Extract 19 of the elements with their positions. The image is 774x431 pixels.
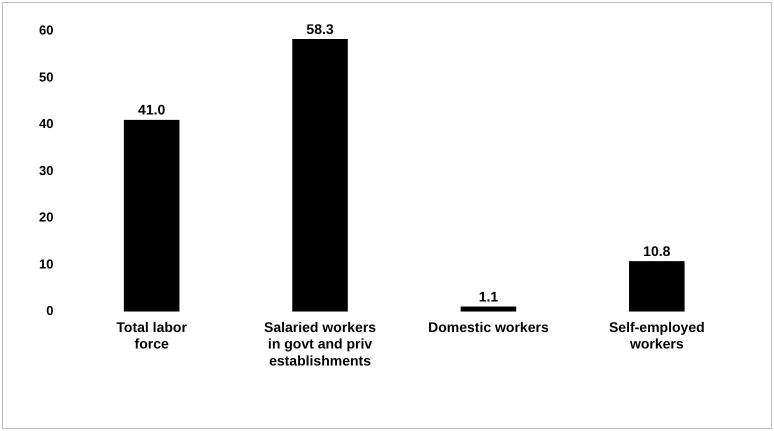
bar	[292, 38, 348, 312]
x-tick-label: Self-employed workers	[608, 318, 705, 352]
y-tick-label: 10	[38, 256, 54, 272]
data-label: 58.3	[306, 20, 334, 37]
y-tick-label: 20	[38, 210, 54, 225]
y-tick-label: 60	[38, 22, 54, 38]
x-tick-label: Total labor force	[116, 318, 188, 352]
y-tick-label: 40	[38, 116, 54, 132]
data-label: 10.8	[643, 242, 671, 259]
y-tick-label: 30	[38, 162, 54, 178]
x-tick-label: Salaried workers in govt and priv establishments	[264, 318, 376, 368]
bar	[629, 261, 685, 312]
y-tick-label: 50	[38, 69, 54, 84]
y-tick-label: 0	[46, 303, 54, 318]
bar	[124, 120, 180, 312]
data-label: 1.1	[478, 288, 498, 304]
x-tick-label: Domestic workers	[428, 318, 549, 335]
bar	[460, 306, 516, 312]
data-label: 41.0	[138, 102, 166, 118]
